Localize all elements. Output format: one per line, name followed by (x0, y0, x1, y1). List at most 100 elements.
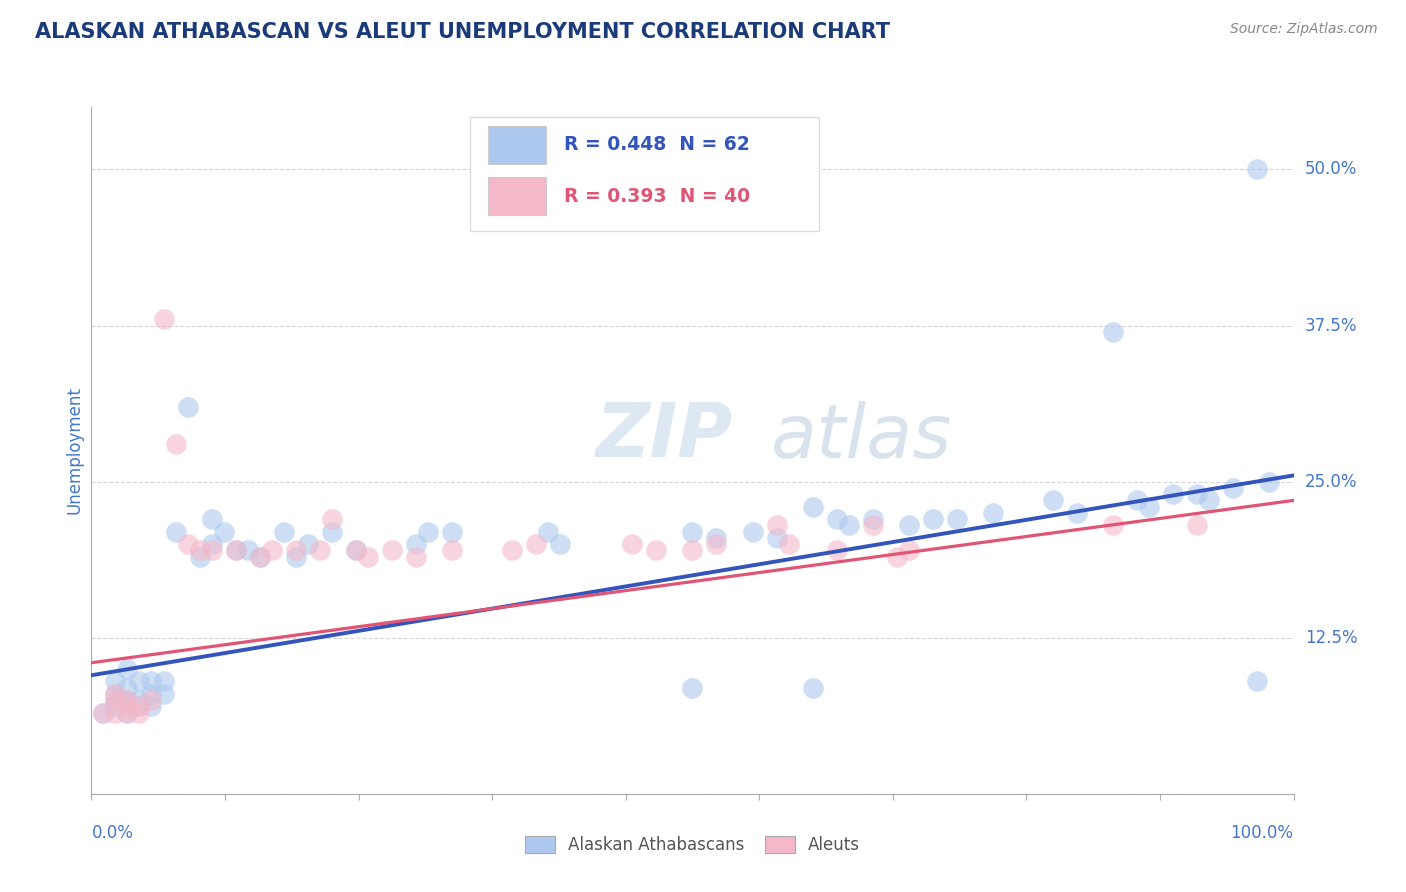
Point (1187, 487, 1209, 501)
FancyBboxPatch shape (470, 118, 818, 231)
Point (128, 706, 150, 720)
Point (321, 524, 343, 539)
Point (141, 674, 163, 689)
Point (104, 687, 127, 701)
Point (249, 549, 271, 564)
Point (778, 537, 800, 551)
Text: ZIP: ZIP (596, 401, 734, 474)
Point (1102, 325, 1125, 339)
Point (440, 524, 463, 539)
Point (297, 537, 319, 551)
Point (152, 674, 174, 689)
Text: 37.5%: 37.5% (1305, 317, 1357, 334)
Point (104, 687, 127, 701)
Point (128, 693, 150, 707)
Point (249, 549, 271, 564)
Text: ALASKAN ATHABASCAN VS ALEUT UNEMPLOYMENT CORRELATION CHART: ALASKAN ATHABASCAN VS ALEUT UNEMPLOYMENT… (35, 22, 890, 42)
Point (201, 512, 224, 526)
Point (1246, 162, 1268, 177)
Point (225, 543, 247, 558)
Point (212, 524, 235, 539)
Point (1161, 487, 1184, 501)
Point (93, 706, 115, 720)
Point (886, 549, 908, 564)
Point (1066, 506, 1088, 520)
Point (1137, 500, 1160, 514)
Point (548, 537, 571, 551)
Point (897, 518, 920, 533)
Point (405, 549, 427, 564)
Point (128, 674, 150, 689)
Point (128, 699, 150, 714)
Point (801, 500, 824, 514)
Point (681, 543, 703, 558)
Point (236, 543, 259, 558)
Point (117, 699, 139, 714)
Point (284, 543, 307, 558)
Text: 25.0%: 25.0% (1305, 473, 1357, 491)
Text: 100.0%: 100.0% (1230, 824, 1294, 842)
Point (141, 693, 163, 707)
Point (1222, 481, 1244, 495)
Point (104, 693, 127, 707)
Point (981, 506, 1004, 520)
Point (117, 693, 139, 707)
Point (706, 531, 728, 545)
Point (801, 681, 824, 695)
Point (357, 549, 380, 564)
Point (93, 706, 115, 720)
Point (1198, 493, 1220, 508)
Point (838, 518, 860, 533)
Text: 12.5%: 12.5% (1305, 629, 1357, 647)
Point (621, 537, 644, 551)
Point (862, 518, 884, 533)
Point (1187, 518, 1209, 533)
Point (825, 543, 848, 558)
Point (117, 681, 139, 695)
Point (308, 543, 330, 558)
Point (1042, 493, 1064, 508)
Point (201, 537, 224, 551)
Text: R = 0.448  N = 62: R = 0.448 N = 62 (564, 136, 749, 154)
Point (104, 699, 127, 714)
Point (381, 543, 404, 558)
Point (524, 537, 547, 551)
Text: R = 0.393  N = 40: R = 0.393 N = 40 (564, 186, 749, 206)
Point (104, 674, 127, 689)
Point (416, 524, 439, 539)
Point (260, 543, 283, 558)
Text: Source: ZipAtlas.com: Source: ZipAtlas.com (1230, 22, 1378, 37)
Text: 0.0%: 0.0% (91, 824, 134, 842)
Point (681, 524, 703, 539)
Point (645, 543, 668, 558)
Point (501, 543, 523, 558)
Text: atlas: atlas (770, 401, 952, 473)
Point (440, 543, 463, 558)
Y-axis label: Unemployment: Unemployment (65, 386, 83, 515)
Point (922, 512, 945, 526)
Point (537, 524, 560, 539)
Point (1246, 674, 1268, 689)
Point (765, 518, 787, 533)
Point (284, 549, 307, 564)
Point (176, 400, 198, 414)
Point (117, 706, 139, 720)
Point (117, 706, 139, 720)
Point (128, 699, 150, 714)
Point (273, 524, 295, 539)
Point (405, 537, 427, 551)
Point (104, 693, 127, 707)
Point (141, 687, 163, 701)
Point (152, 312, 174, 326)
Point (344, 543, 367, 558)
Point (862, 512, 884, 526)
Point (1258, 475, 1281, 489)
Point (1102, 518, 1125, 533)
FancyBboxPatch shape (488, 126, 546, 164)
Point (321, 512, 343, 526)
Point (188, 543, 211, 558)
Point (201, 543, 224, 558)
Point (765, 531, 787, 545)
Point (706, 537, 728, 551)
Point (117, 662, 139, 676)
